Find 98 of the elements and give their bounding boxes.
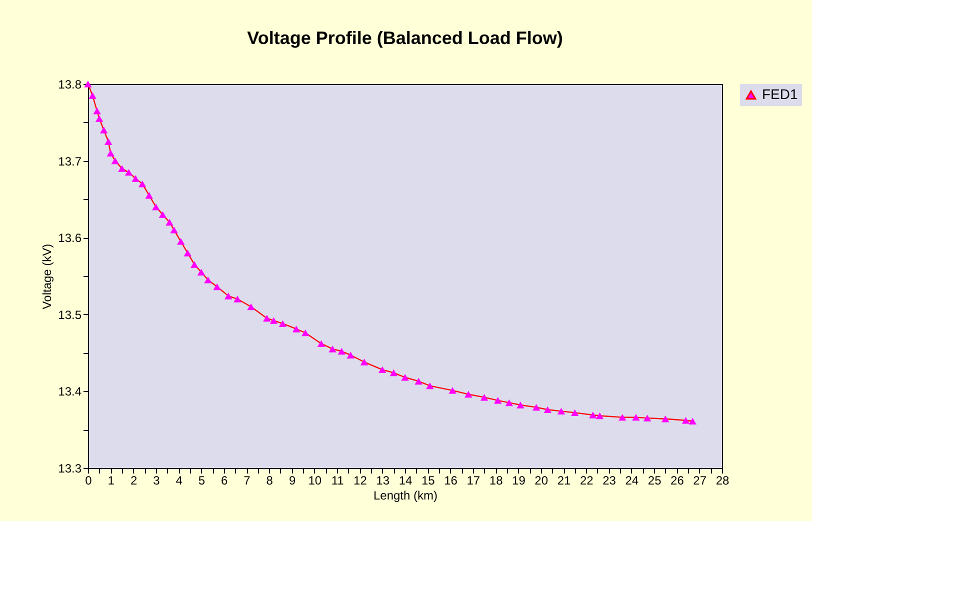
x-axis-title: Length (km) <box>373 488 438 502</box>
x-tick-label: 27 <box>693 474 707 488</box>
point <box>532 404 540 411</box>
x-tick-label: 10 <box>308 474 322 488</box>
x-tick-label: 18 <box>489 474 504 488</box>
point <box>176 238 185 245</box>
point <box>93 108 101 114</box>
point <box>302 329 310 336</box>
x-tick-label: 21 <box>557 474 571 488</box>
point <box>464 390 472 398</box>
x-tick-label: 28 <box>716 474 730 488</box>
point <box>88 92 96 99</box>
point <box>480 394 488 401</box>
y-axis-title: Voltage (kV) <box>40 244 54 310</box>
point <box>170 226 178 234</box>
x-tick-label: 14 <box>398 474 412 488</box>
x-tick-label: 3 <box>153 474 160 488</box>
point <box>414 378 422 385</box>
point <box>124 168 133 176</box>
y-tick-label: 13.7 <box>58 154 82 168</box>
legend-label: FED1 <box>762 86 798 102</box>
x-tick-label: 8 <box>266 474 274 488</box>
point <box>426 382 434 390</box>
point <box>263 314 271 322</box>
chart-title: Voltage Profile (Balanced Load Flow) <box>247 28 563 48</box>
point <box>338 348 346 355</box>
x-tick-label: 7 <box>244 474 251 488</box>
point <box>544 406 552 413</box>
x-tick-label: 13 <box>376 474 390 488</box>
point <box>448 387 456 394</box>
y-tick-label: 13.6 <box>58 231 82 246</box>
x-tick-label: 22 <box>580 474 594 488</box>
point <box>589 412 597 418</box>
x-tick-label: 0 <box>85 474 92 488</box>
point <box>317 340 326 347</box>
point <box>152 204 160 210</box>
x-tick-label: 12 <box>354 474 368 488</box>
point <box>643 414 652 422</box>
point <box>505 399 514 406</box>
point <box>224 292 232 300</box>
point <box>84 80 92 88</box>
x-tick-label: 23 <box>602 474 616 488</box>
point <box>197 268 206 276</box>
point <box>204 276 212 284</box>
point <box>213 283 221 290</box>
x-tick-label: 5 <box>198 474 206 488</box>
point <box>618 414 626 421</box>
point <box>494 397 502 404</box>
x-tick-label: 2 <box>130 474 138 488</box>
point <box>401 374 409 381</box>
x-tick-label: 4 <box>176 474 183 488</box>
y-tick-label: 13.3 <box>58 462 82 476</box>
point <box>270 317 278 324</box>
x-tick-label: 19 <box>512 474 526 488</box>
point <box>106 150 115 156</box>
point <box>234 296 242 302</box>
x-tick-label: 24 <box>625 474 639 488</box>
point <box>662 415 670 422</box>
point <box>190 261 198 268</box>
x-tick-label: 9 <box>288 474 296 488</box>
point <box>118 165 126 172</box>
x-tick-label: 16 <box>444 474 458 488</box>
x-tick-label: 15 <box>421 474 436 488</box>
point <box>632 414 640 421</box>
x-tick-label: 25 <box>648 474 662 488</box>
point <box>95 115 104 122</box>
point <box>378 366 386 374</box>
x-tick-label: 17 <box>466 474 480 488</box>
point <box>166 218 174 226</box>
point <box>557 408 566 415</box>
x-tick-label: 6 <box>221 474 228 488</box>
point <box>516 402 524 408</box>
point <box>184 250 192 256</box>
x-tick-label: 11 <box>331 474 344 488</box>
x-tick-label: 26 <box>670 474 684 488</box>
y-tick-label: 13.5 <box>58 308 82 322</box>
point <box>278 320 287 327</box>
point <box>247 303 255 310</box>
point <box>570 409 579 416</box>
point <box>682 417 690 424</box>
point <box>328 346 336 352</box>
point <box>104 138 112 145</box>
point <box>390 369 398 376</box>
x-tick-label: 20 <box>534 474 548 488</box>
point <box>688 418 696 425</box>
point <box>158 211 167 218</box>
x-tick-label: 1 <box>108 474 115 488</box>
point <box>596 412 604 420</box>
y-tick-label: 13.4 <box>58 384 82 399</box>
point <box>100 126 108 134</box>
point <box>132 175 140 182</box>
point <box>346 352 355 358</box>
point <box>111 157 120 164</box>
point <box>145 192 154 199</box>
point <box>292 326 300 332</box>
y-tick-label: 13.8 <box>58 78 82 92</box>
point <box>360 358 368 366</box>
point <box>138 180 146 188</box>
